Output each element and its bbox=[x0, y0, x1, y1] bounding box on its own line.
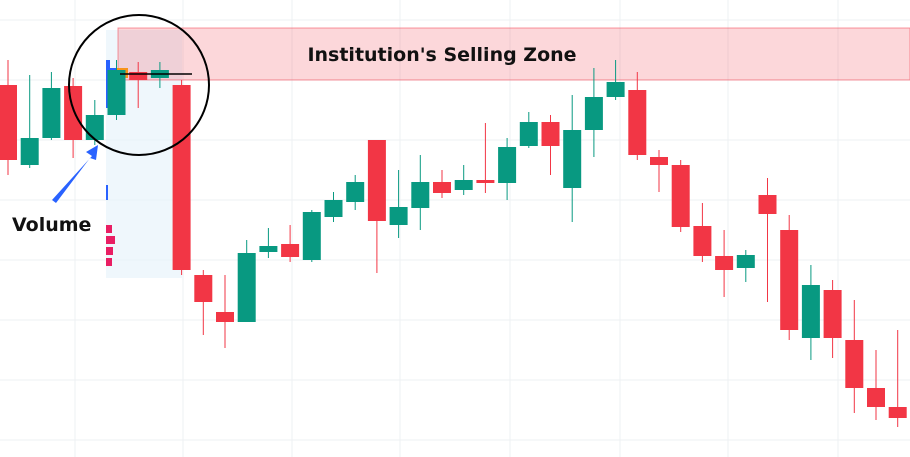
candle-body bbox=[64, 86, 83, 140]
candle-body bbox=[302, 212, 321, 260]
candle-body bbox=[476, 180, 495, 183]
arrow bbox=[52, 145, 98, 203]
candle-body bbox=[42, 88, 61, 138]
candle-body bbox=[845, 340, 864, 388]
candle-body bbox=[541, 122, 560, 146]
candle-body bbox=[0, 85, 17, 160]
candle-body bbox=[736, 255, 755, 268]
candle-body bbox=[454, 180, 473, 190]
candle-body bbox=[801, 285, 820, 338]
candle-body bbox=[671, 165, 690, 227]
candle-body bbox=[498, 147, 517, 183]
candle-body bbox=[563, 130, 582, 188]
volume-bar bbox=[106, 60, 110, 68]
candle-body bbox=[281, 244, 300, 257]
candle-body bbox=[693, 226, 712, 256]
candle-body bbox=[888, 407, 907, 418]
candle-body bbox=[715, 256, 734, 270]
candle-body bbox=[823, 290, 842, 338]
candle-body bbox=[411, 182, 430, 208]
candle-body bbox=[367, 140, 386, 221]
candle-body bbox=[758, 195, 777, 214]
candle-body bbox=[216, 312, 234, 322]
volume-bar bbox=[106, 236, 115, 244]
volume-bar bbox=[106, 185, 108, 200]
candle-body bbox=[172, 85, 191, 270]
volume-annotation: Volume bbox=[12, 214, 91, 236]
candle-body bbox=[780, 230, 799, 330]
volume-bar bbox=[106, 225, 112, 233]
candle-body bbox=[584, 97, 603, 130]
candle-body bbox=[194, 275, 213, 302]
candle-body bbox=[324, 200, 343, 217]
candle-body bbox=[346, 182, 365, 202]
candle-body bbox=[20, 138, 39, 165]
candle-body bbox=[129, 72, 148, 80]
selling-zone bbox=[117, 27, 910, 81]
volume-bar bbox=[106, 247, 113, 255]
candle-body bbox=[237, 253, 256, 322]
volume-bar bbox=[106, 258, 112, 266]
candle-body bbox=[107, 70, 126, 115]
candle-body bbox=[259, 246, 278, 252]
candles bbox=[0, 60, 907, 427]
candle-body bbox=[650, 157, 668, 165]
candle-body bbox=[606, 82, 625, 97]
highlight-circle bbox=[68, 14, 210, 156]
candle-body bbox=[85, 115, 104, 140]
candle-body bbox=[867, 388, 885, 407]
candle-body bbox=[519, 122, 538, 146]
candle-body bbox=[628, 90, 647, 155]
candle-body bbox=[389, 207, 408, 225]
candle-body bbox=[433, 182, 451, 193]
selling-zone-label: Institution's Selling Zone bbox=[307, 44, 576, 66]
